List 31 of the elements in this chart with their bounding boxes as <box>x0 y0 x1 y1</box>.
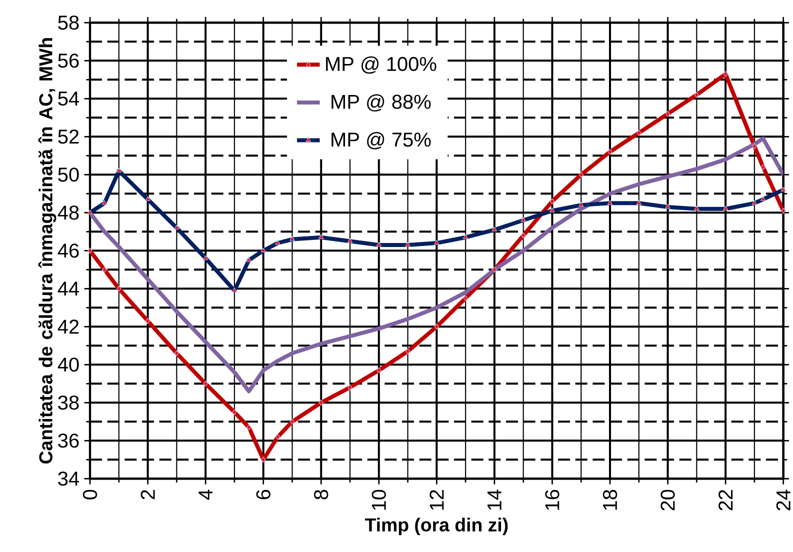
x-tick-label: 4 <box>198 490 212 500</box>
x-axis-title: Timp (ora din zi) <box>364 518 508 536</box>
y-tick-label: 52 <box>58 130 79 144</box>
legend-label: MP @ 88% <box>332 94 431 112</box>
y-tick-label: 42 <box>58 320 79 334</box>
x-tick-label: 14 <box>488 490 502 510</box>
y-tick-label: 50 <box>58 168 79 182</box>
x-tick-label: 8 <box>314 490 328 500</box>
x-tick-label: 20 <box>660 490 675 510</box>
legend-label: MP @ 75% <box>332 132 431 150</box>
y-tick-label: 34 <box>58 472 80 486</box>
y-tick-label: 38 <box>58 396 79 410</box>
x-tick-label: 16 <box>545 490 560 510</box>
x-tick-label: 0 <box>82 490 98 500</box>
y-tick-label: 44 <box>58 282 80 296</box>
y-axis-title: Cantitatea de căldura înmagazinată în AC, MWh <box>38 38 56 464</box>
y-tick-label: 40 <box>58 358 79 372</box>
x-tick-label: 18 <box>602 490 618 510</box>
y-tick-label: 58 <box>58 16 79 30</box>
x-tick-label: 22 <box>718 490 733 510</box>
x-tick-label: 12 <box>430 490 444 510</box>
x-tick-label: 24 <box>776 490 790 510</box>
y-tick-label: 36 <box>58 434 79 448</box>
x-tick-label: 6 <box>256 490 270 500</box>
x-tick-label: 2 <box>140 490 155 500</box>
y-tick-label: 56 <box>58 54 79 68</box>
legend-label: MP @ 100% <box>326 56 436 74</box>
y-tick-label: 48 <box>58 206 79 220</box>
y-tick-label: 54 <box>58 92 80 106</box>
x-tick-label: 10 <box>372 490 386 510</box>
y-tick-label: 46 <box>58 244 79 258</box>
